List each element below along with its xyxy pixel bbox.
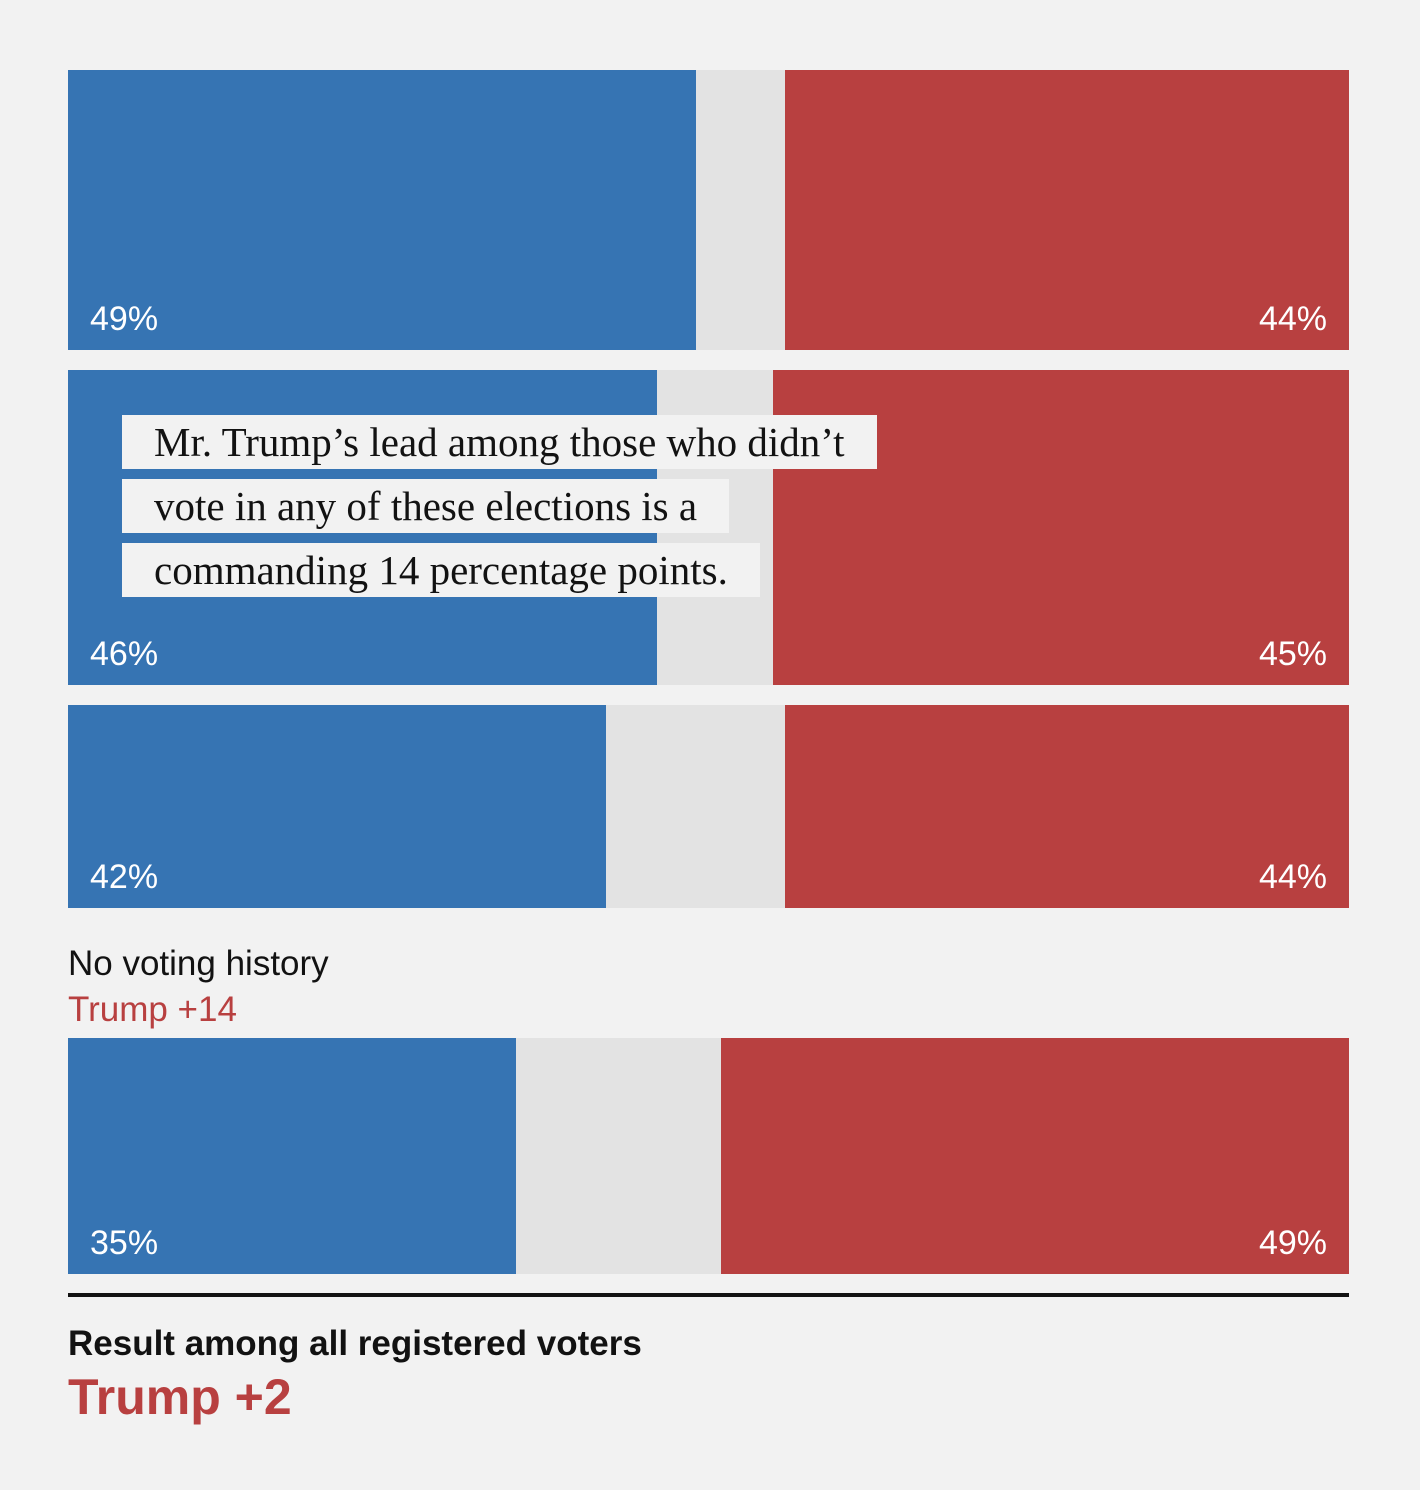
undecided-bar [606,705,786,908]
dem-value-label: 49% [90,300,159,338]
total-margin: Trump +2 [68,1369,292,1425]
dem-bar [68,705,607,908]
annotation-line: Mr. Trump’s lead among those who didn’t [122,415,877,469]
bar-row-3: 42% 44% [68,705,1349,908]
rep-bar [785,70,1349,350]
group-margin: Trump +14 [68,990,237,1029]
undecided-bar [516,1038,722,1274]
rep-bar [785,705,1349,908]
dem-bar [68,70,696,350]
rep-value-label: 45% [1258,635,1327,673]
bar-row-4: 35% 49% [68,1038,1349,1274]
bar-row-1: 49% 44% [68,70,1349,350]
dem-value-label: 46% [90,635,159,673]
rep-value-label: 49% [1258,1224,1327,1262]
annotation-line: commanding 14 percentage points. [122,543,760,597]
divider-rule [68,1293,1349,1297]
annotation-note: Mr. Trump’s lead among those who didn’t v… [122,410,877,602]
rep-bar [721,1038,1349,1274]
dem-value-label: 35% [90,1224,159,1262]
dem-bar [68,1038,517,1274]
rep-value-label: 44% [1258,858,1327,896]
group-label: No voting history [68,944,329,983]
annotation-line: vote in any of these elections is a [122,479,730,533]
undecided-bar [695,70,786,350]
total-label: Result among all registered voters [68,1324,642,1363]
dem-value-label: 42% [90,858,159,896]
rep-value-label: 44% [1258,300,1327,338]
